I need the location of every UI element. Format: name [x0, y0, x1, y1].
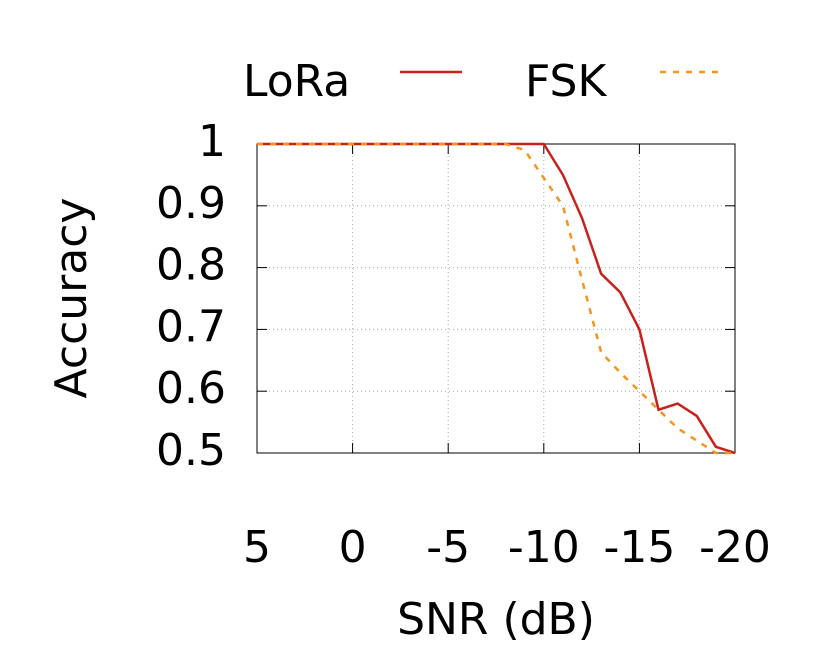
y-tick-label: 0.6	[156, 363, 226, 414]
plot-frame	[256, 143, 736, 454]
y-tick-label: 0.8	[156, 240, 226, 291]
x-tick-label: 5	[243, 522, 271, 573]
y-tick-label: 1	[198, 116, 226, 167]
line-series	[257, 142, 735, 455]
y-tick-label: 0.9	[156, 178, 226, 229]
line-series	[257, 142, 736, 455]
legend-label: FSK	[525, 56, 607, 107]
x-tick-label: -15	[603, 522, 675, 573]
y-tick-label: 0.7	[156, 301, 226, 352]
x-tick-label: -10	[508, 522, 580, 573]
x-tick-label: -5	[426, 522, 470, 573]
y-tick-label: 0.5	[156, 425, 226, 476]
legend-label: LoRa	[243, 56, 350, 107]
y-axis-label: Accuracy	[46, 198, 97, 399]
x-tick-label: -20	[699, 522, 771, 573]
x-tick-label: 0	[339, 522, 367, 573]
x-axis-label: SNR (dB)	[397, 594, 595, 645]
